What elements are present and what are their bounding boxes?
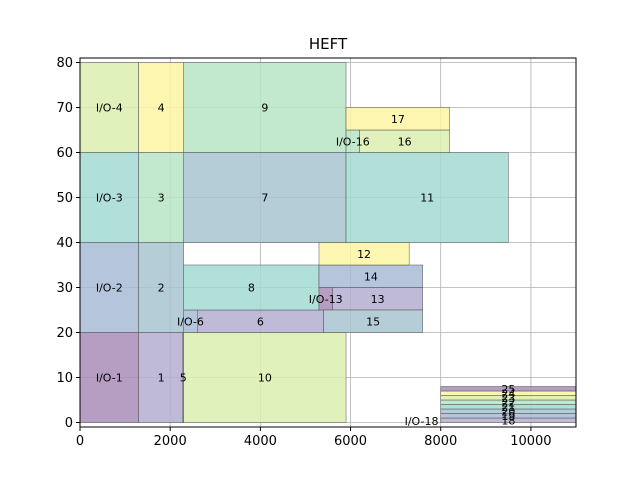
bar-label: I/O-13 (309, 293, 343, 306)
bar-label: 20 (501, 405, 515, 418)
bar-label: 13 (371, 293, 385, 306)
gantt-bar (138, 152, 184, 243)
bar-label: 11 (420, 192, 434, 205)
bar-label: 10 (258, 372, 272, 385)
bar-label: 23 (501, 392, 515, 405)
gantt-bar (183, 62, 347, 153)
bar-label: 24 (501, 387, 515, 400)
y-tick-label: 70 (56, 101, 73, 116)
bars-layer (79, 62, 577, 423)
bar-label: 6 (257, 315, 264, 328)
y-tick-label: 60 (56, 146, 73, 161)
bar-label: 7 (261, 192, 268, 205)
gantt-bar (183, 332, 347, 423)
bar-label: 17 (391, 113, 405, 126)
y-tick-label: 10 (56, 371, 73, 386)
bar-label: I/O-1 (96, 372, 123, 385)
y-tick-label: 30 (56, 281, 73, 296)
gantt-bar (183, 264, 320, 311)
bar-label: 22 (501, 396, 515, 409)
x-tick-label: 2000 (154, 434, 187, 449)
bar-label: 1 (158, 372, 165, 385)
x-tick-label: 4000 (244, 434, 277, 449)
bar-label: I/O-16 (336, 135, 370, 148)
bar-label: 2 (158, 282, 165, 295)
bar-label: 14 (364, 270, 378, 283)
bar-label: 16 (398, 135, 412, 148)
bar-label: 25 (501, 383, 515, 396)
bar-label: 9 (261, 102, 268, 115)
bar-label: 8 (248, 282, 255, 295)
x-tick-label: 0 (76, 434, 84, 449)
y-tick-label: 80 (56, 56, 73, 71)
x-tick-label: 6000 (334, 434, 367, 449)
gantt-bar (79, 332, 139, 423)
ticks-layer: 0 2000 4000 6000 8000 10000 0 10 20 30 40 50 60 70 80 (56, 56, 551, 449)
x-tick-label: 8000 (424, 434, 457, 449)
gantt-bar (79, 242, 139, 333)
bar-label: I/O-6 (177, 315, 204, 328)
bar-label: 15 (366, 315, 380, 328)
bar-label: 5 (180, 372, 187, 385)
y-tick-label: 0 (65, 416, 73, 431)
bar-label: 4 (158, 102, 165, 115)
x-tick-label: 10000 (510, 434, 551, 449)
gantt-bar (345, 107, 450, 131)
gantt-bar (79, 152, 139, 243)
y-tick-label: 20 (56, 326, 73, 341)
bar-label: 18 (501, 414, 515, 427)
gantt-bar (183, 152, 347, 243)
gantt-bar (138, 62, 184, 153)
chart-title: HEFT (309, 35, 348, 53)
gantt-bar (79, 62, 139, 153)
bar-label: 3 (158, 192, 165, 205)
y-tick-label: 40 (56, 236, 73, 251)
gantt-bar (323, 309, 423, 333)
bar-label: 21 (501, 401, 515, 414)
bar-label: 12 (357, 248, 371, 261)
bar-label: I/O-4 (96, 102, 123, 115)
bar-labels-layer: I/O-1 1 5 10I/O-2 2I/O-6 68I/O-13 13151412I/O-… (96, 102, 515, 429)
bar-label: I/O-2 (96, 282, 123, 295)
gantt-bar (345, 152, 509, 243)
bar-label: I/O-18 (405, 415, 439, 428)
bar-label: I/O-3 (96, 192, 123, 205)
y-tick-label: 50 (56, 191, 73, 206)
bar-label: 19 (501, 410, 515, 423)
